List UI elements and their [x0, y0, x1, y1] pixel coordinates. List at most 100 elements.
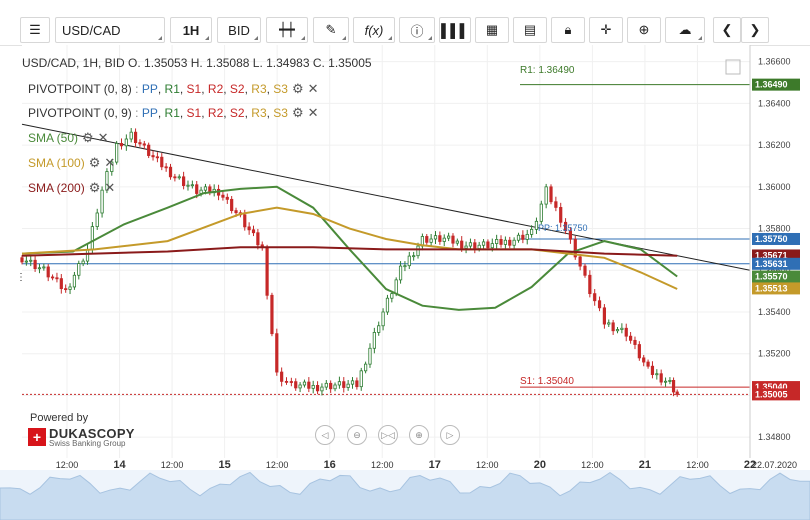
candle-body: [247, 226, 251, 231]
candle-body: [42, 266, 46, 269]
close-icon[interactable]: ✕: [307, 81, 319, 96]
page-button[interactable]: ▤: [513, 17, 547, 43]
sma-line: [21, 246, 678, 257]
expand-icon[interactable]: [725, 59, 741, 75]
candle-body: [486, 241, 490, 249]
sma-lines: [21, 185, 678, 311]
candle-body: [147, 144, 151, 156]
chevron-left-icon: ❮: [721, 22, 733, 37]
gear-icon[interactable]: ⚙: [82, 130, 94, 145]
gear-icon[interactable]: ⚙: [88, 180, 101, 195]
sma-line: [21, 206, 678, 290]
candle-body: [442, 237, 446, 242]
candle-body: [85, 249, 90, 262]
price-tag-box: [752, 78, 800, 91]
candle-body: [534, 220, 539, 230]
price-tag-box: [752, 232, 800, 245]
candle-body: [407, 255, 411, 267]
volume-button[interactable]: ▌▌▌: [439, 17, 471, 43]
candle-body: [425, 236, 429, 243]
candle-body: [115, 143, 119, 163]
gear-icon[interactable]: ⚙: [88, 155, 101, 170]
candle-body: [438, 235, 442, 242]
candle-body: [403, 265, 407, 268]
candle-body: [416, 245, 420, 257]
candle-body: [59, 278, 63, 290]
candle-body: [481, 241, 486, 246]
candle-body: [294, 381, 298, 389]
chevron-right-icon: ❯: [749, 22, 761, 37]
lock-icon: 🔒︎: [564, 22, 572, 37]
zoom-out-button[interactable]: ⊖: [347, 425, 367, 445]
time-tick-label: 12:00: [581, 460, 604, 470]
candle-body: [100, 189, 104, 214]
candle-body: [447, 235, 451, 239]
scroll-right-button[interactable]: ❯: [741, 17, 769, 43]
price-tick-label: 1.35200: [758, 349, 791, 359]
scroll-left-button[interactable]: ❮: [713, 17, 741, 43]
candle-body: [177, 176, 181, 179]
toolbar: ☰ USD/CAD 1H BID ┿┿ ✎ f(x) ⓘ ▌▌▌ ▦ ▤ 🔒︎ …: [0, 0, 810, 46]
zoom-button[interactable]: ⊕: [627, 17, 661, 43]
gear-icon[interactable]: ⚙: [291, 81, 304, 96]
price-tag-box: [752, 257, 800, 270]
candle-body: [20, 257, 24, 263]
reset-view-button[interactable]: ▷◁: [378, 425, 398, 445]
zoom-in-button[interactable]: ⊕: [409, 425, 429, 445]
candle-body: [203, 186, 208, 191]
calendar-button[interactable]: ▦: [475, 17, 509, 43]
navigator[interactable]: [0, 470, 810, 520]
candle-body: [230, 198, 234, 212]
candle-body: [394, 279, 398, 295]
candle-body: [164, 166, 168, 169]
price-tag-box: [752, 282, 800, 295]
zoom-in-icon: ⊕: [415, 429, 423, 440]
price-tick-label: 1.34800: [758, 432, 791, 442]
candle-body: [385, 297, 390, 313]
candle-body: [620, 327, 624, 330]
price-side-selector[interactable]: BID: [217, 17, 261, 43]
candle-body: [525, 233, 529, 240]
info-icon: ⓘ: [410, 23, 424, 39]
candle-body: [512, 239, 516, 246]
price-tag-label: 1.35005: [755, 389, 788, 399]
candle-body: [72, 274, 77, 288]
date-label: 22.07.2020: [752, 460, 797, 470]
lock-button[interactable]: 🔒︎: [551, 17, 585, 43]
candle-body: [182, 176, 186, 186]
price-tag-box: [752, 388, 800, 401]
close-icon[interactable]: ✕: [97, 130, 109, 145]
candle-body: [315, 385, 320, 392]
close-icon[interactable]: ✕: [307, 105, 319, 120]
candle-body: [110, 161, 114, 172]
close-icon[interactable]: ✕: [104, 180, 116, 195]
nav-prev-button[interactable]: ◁: [315, 425, 335, 445]
menu-button[interactable]: ☰: [20, 17, 50, 43]
chart-type-button[interactable]: ┿┿: [266, 17, 308, 43]
symbol-selector[interactable]: USD/CAD: [55, 17, 165, 43]
draw-button[interactable]: ✎: [313, 17, 349, 43]
price-tag-box: [752, 270, 800, 283]
timeframe-selector[interactable]: 1H: [170, 17, 212, 43]
candle-body: [155, 156, 160, 159]
nav-next-button[interactable]: ▷: [440, 425, 460, 445]
gear-icon[interactable]: ⚙: [291, 105, 304, 120]
navigator-area: [0, 471, 810, 520]
drag-handle[interactable]: ⋮: [16, 272, 26, 283]
indicators-button[interactable]: f(x): [353, 17, 395, 43]
candle-body: [320, 386, 324, 392]
candle-body: [133, 131, 138, 144]
candle-body: [544, 186, 548, 205]
candle-body: [583, 265, 587, 276]
export-button[interactable]: ☁: [665, 17, 705, 43]
crosshair-button[interactable]: ✛: [589, 17, 623, 43]
candle-body: [346, 383, 350, 388]
info-button[interactable]: ⓘ: [399, 17, 435, 43]
candle-body: [659, 373, 663, 383]
candle-body: [499, 239, 503, 245]
candle-body: [607, 322, 611, 325]
close-icon[interactable]: ✕: [104, 155, 116, 170]
triangle-left-icon: ◁: [321, 429, 329, 440]
candle-body: [81, 260, 85, 264]
